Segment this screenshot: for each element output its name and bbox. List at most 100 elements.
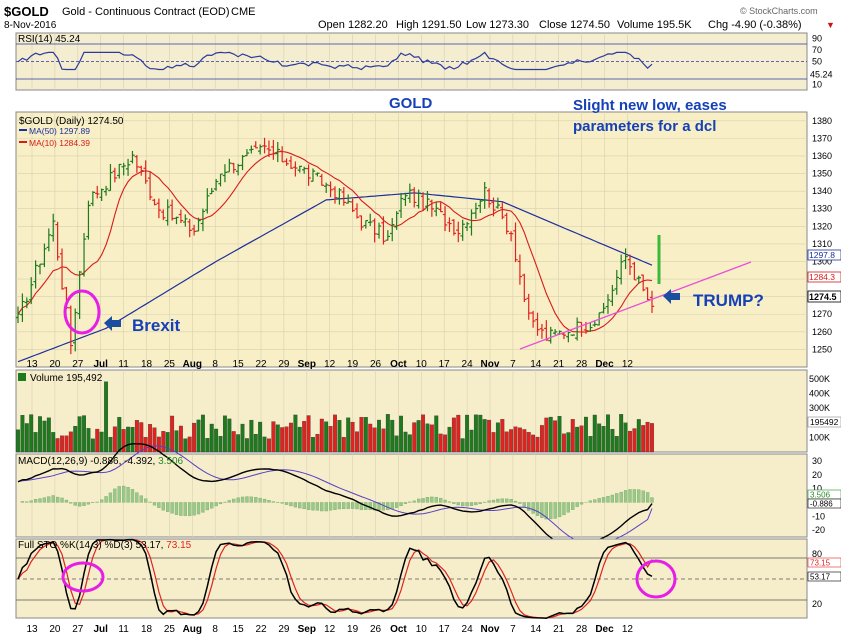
x-tick-label: Aug — [183, 624, 202, 635]
x-tick-label: 29 — [278, 624, 290, 635]
price-tick-label: 1270 — [812, 309, 832, 319]
x-tick-label: 24 — [462, 359, 474, 370]
x-tick-label: Jul — [93, 359, 108, 370]
volume-tick-label: 400K — [809, 388, 830, 398]
macd-hist-bar — [334, 502, 337, 509]
low-value: Low 1273.30 — [466, 19, 529, 31]
macd-hist-bar — [562, 502, 565, 515]
brand-watermark: © StockCharts.com — [740, 6, 818, 16]
macd-hist-bar — [474, 502, 477, 504]
macd-hist-bar — [131, 489, 134, 502]
macd-hist-bar — [206, 502, 209, 510]
volume-bar — [382, 429, 386, 452]
volume-bar — [210, 424, 214, 452]
volume-bar — [95, 429, 99, 452]
macd-hist-bar — [452, 502, 455, 503]
x-tick-label: 27 — [72, 624, 84, 635]
volume-bar — [267, 439, 271, 452]
volume-bar — [60, 436, 64, 452]
volume-bar — [73, 426, 77, 452]
macd-hist-bar — [615, 493, 618, 502]
macd-hist-bar — [408, 502, 411, 503]
volume-bar — [514, 427, 518, 452]
volume-bar — [641, 425, 645, 452]
x-tick-label: Oct — [390, 624, 407, 635]
macd-hist-bar — [39, 499, 42, 503]
change-down-icon: ▼ — [826, 20, 835, 30]
volume-bar — [276, 425, 280, 452]
macd-hist-bar — [435, 497, 438, 502]
x-tick-label: Dec — [595, 624, 614, 635]
volume-bar — [474, 415, 478, 452]
volume-bar — [289, 423, 293, 452]
volume-bar — [646, 422, 650, 452]
volume-bar — [439, 434, 443, 452]
volume-bar — [104, 382, 108, 452]
volume-bar — [232, 431, 236, 452]
volume-bar — [131, 427, 135, 452]
volume-bar — [258, 422, 262, 452]
macd-hist-bar — [144, 499, 147, 503]
volume-bar — [51, 432, 55, 452]
volume-bar — [523, 429, 527, 452]
volume-bar — [386, 414, 390, 452]
x-tick-label: 19 — [347, 624, 359, 635]
volume-bar — [285, 427, 289, 452]
rsi-value-label: 45.24 — [810, 70, 833, 80]
ma50-swatch — [19, 129, 27, 131]
macd-hist-bar — [523, 502, 526, 506]
x-tick-label: 25 — [164, 359, 176, 370]
volume-bar — [109, 437, 113, 452]
sto-d-label: 73.15 — [810, 559, 831, 568]
volume-bar — [571, 419, 575, 452]
macd-hist-bar — [593, 500, 596, 503]
volume-bar — [16, 430, 20, 452]
volume-bar — [91, 439, 95, 452]
volume-tick-label: 100K — [809, 432, 830, 442]
macd-legend: MACD(12,26,9) -0.886, -4.392, 3.506 — [18, 456, 184, 467]
volume-bar — [417, 420, 421, 452]
x-tick-label: 11 — [118, 359, 129, 370]
macd-hist-bar — [118, 486, 121, 502]
macd-hist-bar — [272, 502, 275, 503]
x-tick-label: 22 — [255, 359, 267, 370]
macd-hist-bar — [254, 497, 257, 502]
chart-date: 8-Nov-2016 — [4, 20, 57, 31]
volume-bar — [236, 434, 240, 452]
volume-bar — [69, 432, 73, 452]
ma10-legend: MA(10) 1284.39 — [29, 138, 90, 148]
x-tick-label: 26 — [370, 624, 382, 635]
x-tick-label: 25 — [164, 624, 176, 635]
sto-tick-label: 20 — [812, 599, 822, 609]
volume-bar — [465, 415, 469, 452]
macd-hist-bar — [263, 499, 266, 502]
volume-legend-swatch — [18, 373, 26, 381]
macd-hist-bar — [602, 497, 605, 502]
volume-bar — [426, 424, 430, 452]
close-value: Close 1274.50 — [539, 19, 610, 31]
volume-bar — [223, 416, 227, 452]
volume-bar — [263, 437, 267, 452]
volume-bar — [170, 416, 174, 452]
volume-bar — [421, 415, 425, 452]
x-tick-label: 10 — [416, 359, 428, 370]
volume-bar — [307, 416, 311, 452]
macd-hist-bar — [651, 498, 654, 503]
macd-hist-bar — [426, 497, 429, 502]
volume-bar — [135, 420, 139, 452]
price-tick-label: 1320 — [812, 221, 832, 231]
sto-k-label: 53.17 — [810, 573, 831, 582]
macd-hist-bar — [281, 502, 284, 503]
macd-hist-value: 3.506 — [158, 456, 183, 467]
volume-bar — [430, 425, 434, 452]
macd-hist-bar — [356, 502, 359, 509]
macd-hist-bar — [351, 502, 354, 508]
macd-legend-text: MACD(12,26,9) -0.886, -4.392, — [18, 456, 158, 467]
volume-bar — [549, 417, 553, 452]
volume-bar — [241, 424, 245, 452]
macd-hist-bar — [56, 497, 59, 502]
macd-hist-bar — [391, 502, 394, 509]
volume-bar — [360, 417, 364, 452]
